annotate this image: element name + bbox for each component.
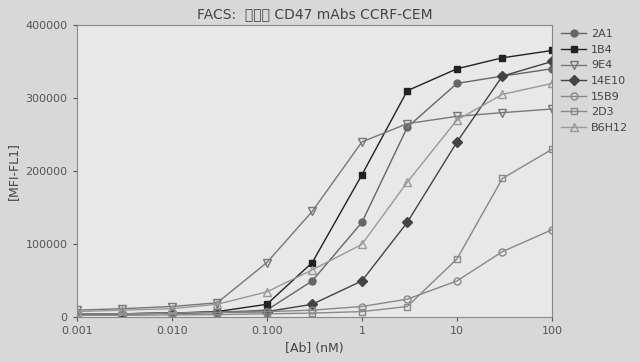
2D3 [403, 304, 411, 309]
2A1 [213, 310, 221, 315]
2A1 [168, 311, 175, 315]
2A1 [403, 125, 411, 130]
1B4 [308, 260, 316, 265]
1B4 [548, 48, 556, 52]
2D3 [548, 147, 556, 151]
15B9 [499, 249, 506, 254]
9E4 [73, 308, 81, 312]
2A1 [453, 81, 461, 85]
B6H12 [308, 268, 316, 272]
2D3 [308, 311, 316, 315]
B6H12 [73, 310, 81, 314]
2A1 [73, 312, 81, 316]
15B9 [308, 308, 316, 312]
15B9 [213, 310, 221, 315]
9E4 [403, 122, 411, 126]
B6H12 [403, 180, 411, 184]
15B9 [548, 228, 556, 232]
Line: 14E10: 14E10 [73, 58, 556, 317]
14E10 [168, 311, 175, 315]
1B4 [453, 67, 461, 71]
9E4 [453, 114, 461, 118]
B6H12 [499, 92, 506, 97]
2A1 [308, 279, 316, 283]
14E10 [453, 140, 461, 144]
15B9 [118, 312, 126, 316]
2A1 [548, 67, 556, 71]
1B4 [73, 312, 81, 316]
1B4 [213, 310, 221, 314]
B6H12 [453, 118, 461, 122]
2D3 [118, 313, 126, 317]
14E10 [403, 220, 411, 224]
Y-axis label: [MFI-FL1]: [MFI-FL1] [7, 142, 20, 200]
15B9 [453, 279, 461, 283]
15B9 [73, 312, 81, 316]
B6H12 [358, 242, 365, 247]
14E10 [213, 310, 221, 315]
15B9 [358, 304, 365, 309]
14E10 [118, 312, 126, 316]
2D3 [168, 313, 175, 317]
9E4 [308, 209, 316, 214]
Line: 2A1: 2A1 [73, 65, 556, 317]
1B4 [118, 312, 126, 316]
9E4 [118, 307, 126, 311]
9E4 [548, 107, 556, 111]
Line: 2D3: 2D3 [73, 146, 556, 319]
1B4 [403, 89, 411, 93]
15B9 [263, 310, 271, 314]
1B4 [499, 56, 506, 60]
2D3 [499, 176, 506, 181]
2D3 [263, 312, 271, 316]
Line: B6H12: B6H12 [72, 79, 556, 316]
1B4 [168, 311, 175, 315]
15B9 [403, 297, 411, 301]
2A1 [263, 308, 271, 312]
B6H12 [213, 302, 221, 307]
14E10 [548, 59, 556, 64]
Line: 15B9: 15B9 [73, 226, 556, 317]
15B9 [168, 311, 175, 315]
1B4 [358, 173, 365, 177]
X-axis label: [Ab] (nM): [Ab] (nM) [285, 342, 344, 355]
9E4 [499, 110, 506, 115]
2A1 [358, 220, 365, 224]
14E10 [499, 74, 506, 78]
9E4 [168, 304, 175, 309]
B6H12 [118, 308, 126, 312]
9E4 [213, 301, 221, 305]
B6H12 [263, 290, 271, 294]
2A1 [499, 74, 506, 78]
Line: 9E4: 9E4 [72, 105, 556, 314]
9E4 [263, 260, 271, 265]
14E10 [263, 310, 271, 314]
Line: 1B4: 1B4 [73, 47, 556, 317]
Legend: 2A1, 1B4, 9E4, 14E10, 15B9, 2D3, B6H12: 2A1, 1B4, 9E4, 14E10, 15B9, 2D3, B6H12 [557, 25, 633, 137]
B6H12 [548, 81, 556, 85]
14E10 [73, 312, 81, 316]
2D3 [73, 313, 81, 317]
Title: FACS:  ネズミ CD47 mAbs CCRF-CEM: FACS: ネズミ CD47 mAbs CCRF-CEM [196, 7, 432, 21]
2D3 [213, 312, 221, 317]
B6H12 [168, 307, 175, 311]
9E4 [358, 140, 365, 144]
2D3 [453, 257, 461, 261]
2A1 [118, 312, 126, 316]
2D3 [358, 310, 365, 314]
1B4 [263, 302, 271, 307]
14E10 [358, 279, 365, 283]
14E10 [308, 302, 316, 307]
